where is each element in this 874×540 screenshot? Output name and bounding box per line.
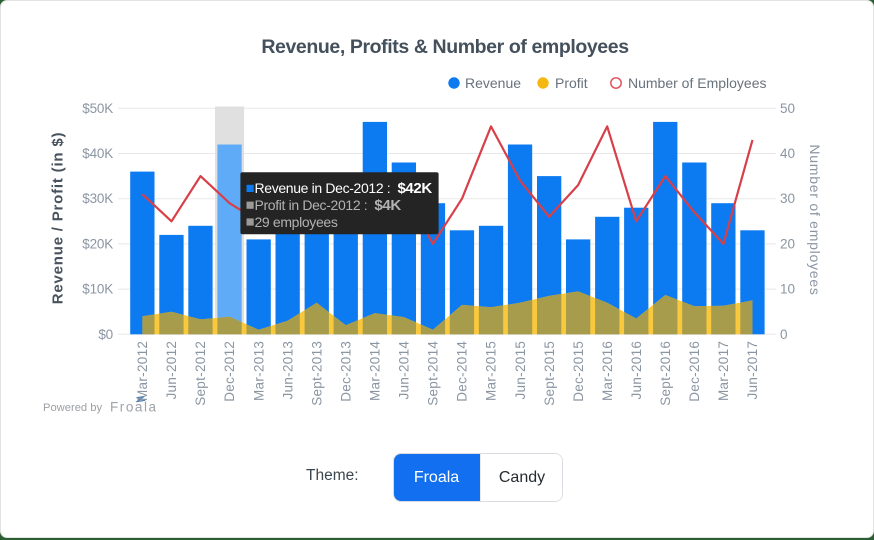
svg-text:Dec-2015: Dec-2015 xyxy=(571,341,586,402)
svg-text:Mar-2017: Mar-2017 xyxy=(716,341,731,401)
svg-text:Dec-2013: Dec-2013 xyxy=(338,341,353,402)
svg-text:Sept-2012: Sept-2012 xyxy=(193,341,208,406)
svg-text:$50K: $50K xyxy=(82,101,113,116)
svg-text:$20K: $20K xyxy=(82,236,113,251)
svg-text:Revenue in Dec-2012 : $42K: Revenue in Dec-2012 : $42K xyxy=(255,180,433,197)
svg-text:Sept-2015: Sept-2015 xyxy=(542,341,557,406)
svg-text:Powered by: Powered by xyxy=(43,402,102,414)
svg-text:Dec-2014: Dec-2014 xyxy=(455,341,470,402)
svg-text:Revenue / Profit (in $): Revenue / Profit (in $) xyxy=(50,132,67,305)
svg-text:Number of employees: Number of employees xyxy=(807,144,823,295)
svg-text:$30K: $30K xyxy=(82,191,113,206)
svg-text:Jun-2015: Jun-2015 xyxy=(513,341,528,400)
svg-text:$10K: $10K xyxy=(82,282,113,297)
svg-text:Revenue: Revenue xyxy=(465,75,521,91)
svg-text:Froala: Froala xyxy=(110,400,158,415)
svg-text:Mar-2013: Mar-2013 xyxy=(251,341,266,401)
svg-text:40: 40 xyxy=(780,146,795,161)
svg-text:Jun-2012: Jun-2012 xyxy=(164,341,179,400)
svg-text:Dec-2012: Dec-2012 xyxy=(222,341,237,402)
svg-text:Mar-2014: Mar-2014 xyxy=(368,341,383,401)
svg-text:Jun-2016: Jun-2016 xyxy=(629,341,644,400)
svg-text:Profit in Dec-2012 : $4K: Profit in Dec-2012 : $4K xyxy=(255,197,402,214)
svg-text:10: 10 xyxy=(780,282,795,297)
svg-text:$0: $0 xyxy=(98,327,113,342)
svg-text:Sept-2014: Sept-2014 xyxy=(426,341,441,406)
svg-text:50: 50 xyxy=(780,101,795,116)
svg-text:Number of Employees: Number of Employees xyxy=(628,75,767,91)
svg-text:Mar-2012: Mar-2012 xyxy=(135,341,150,401)
svg-text:$40K: $40K xyxy=(82,146,113,161)
svg-text:Sept-2013: Sept-2013 xyxy=(309,341,324,406)
svg-text:0: 0 xyxy=(780,327,788,342)
svg-text:29 employees: 29 employees xyxy=(255,214,338,230)
svg-text:Mar-2016: Mar-2016 xyxy=(600,341,615,401)
svg-text:Sept-2016: Sept-2016 xyxy=(658,341,673,406)
svg-text:30: 30 xyxy=(780,191,795,206)
svg-text:Jun-2013: Jun-2013 xyxy=(280,341,295,400)
svg-text:Jun-2014: Jun-2014 xyxy=(397,341,412,400)
svg-text:Jun-2017: Jun-2017 xyxy=(745,341,760,400)
svg-text:20: 20 xyxy=(780,236,795,251)
svg-text:Dec-2016: Dec-2016 xyxy=(687,341,702,402)
svg-text:Profit: Profit xyxy=(555,75,588,91)
svg-text:Mar-2015: Mar-2015 xyxy=(484,341,499,401)
